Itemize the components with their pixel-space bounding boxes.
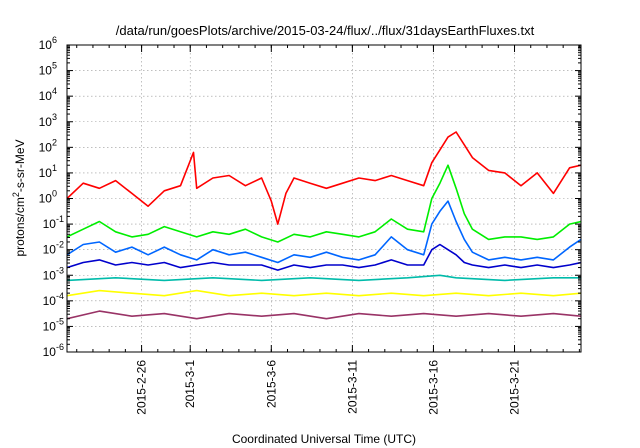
y-tick-base: 10 [43,345,57,359]
y-tick-label: 10-1 [43,214,64,231]
y-tick-exponent: 5 [52,61,57,71]
x-tick-label: 2015-3-6 [264,360,278,408]
series-line-5 [67,289,581,297]
y-axis-label: protons/cm2-s-sr-MeV [11,139,27,256]
series-line-1 [67,164,581,243]
series-group [67,131,581,320]
y-tick-base: 10 [39,140,53,154]
series-line-4 [67,274,581,282]
y-tick-label: 100 [39,189,57,206]
y-axis-label-post: -s-sr-MeV [13,139,27,192]
y-tick-label: 10-3 [43,265,64,282]
y-tick-base: 10 [43,217,57,231]
y-tick-exponent: -2 [56,240,64,250]
x-tick-label: 2015-3-16 [426,360,440,415]
y-tick-exponent: 3 [52,112,57,122]
y-tick-exponent: -4 [56,291,64,301]
series-line-0 [67,131,581,225]
x-tick-label: 2015-3-21 [508,360,522,415]
y-tick-base: 10 [43,243,57,257]
series-line-6 [67,310,581,320]
y-tick-label: 10-2 [43,240,64,257]
y-tick-base: 10 [43,294,57,308]
series-line-3 [67,243,581,271]
y-tick-label: 105 [39,61,57,78]
y-axis-label-pre: protons/cm [13,197,27,256]
y-tick-exponent: 0 [52,189,57,199]
y-tick-exponent: 6 [52,35,57,45]
y-tick-exponent: 1 [52,163,57,173]
y-tick-base: 10 [39,89,53,103]
y-tick-exponent: 4 [52,86,57,96]
y-tick-label: 102 [39,137,57,154]
y-tick-label: 10-4 [43,291,64,308]
grid [67,45,581,352]
y-tick-exponent: -6 [56,342,64,352]
y-tick-base: 10 [39,166,53,180]
y-tick-exponent: -3 [56,265,64,275]
y-tick-exponent: -5 [56,316,64,326]
x-tick-label: 2015-3-11 [345,360,359,414]
y-tick-label: 106 [39,35,57,52]
y-tick-base: 10 [43,319,57,333]
y-tick-label: 103 [39,112,57,129]
y-tick-label: 104 [39,86,57,103]
y-tick-base: 10 [43,268,57,282]
y-tick-exponent: 2 [52,137,57,147]
x-axis-ticks: 2015-2-26 2015-3-1 2015-3-6 2015-3-11 2015-3… [76,45,580,415]
y-tick-base: 10 [39,115,53,129]
y-tick-exponent: -1 [56,214,64,224]
y-tick-base: 10 [39,192,53,206]
y-tick-label: 10-5 [43,316,64,333]
y-tick-label: 101 [39,163,57,180]
y-axis-ticks: 10-610-510-410-310-210-11001011021031041… [39,35,581,359]
x-axis-label: Coordinated Universal Time (UTC) [232,432,416,446]
chart-title: /data/run/goesPlots/archive/2015-03-24/f… [116,23,535,38]
series-line-2 [67,200,581,264]
x-tick-label: 2015-3-1 [183,360,197,408]
y-tick-base: 10 [39,64,53,78]
y-tick-label: 10-6 [43,342,64,359]
y-tick-base: 10 [39,38,53,52]
y-axis-label-sup: 2 [11,192,21,197]
x-tick-label: 2015-2-26 [135,360,149,415]
